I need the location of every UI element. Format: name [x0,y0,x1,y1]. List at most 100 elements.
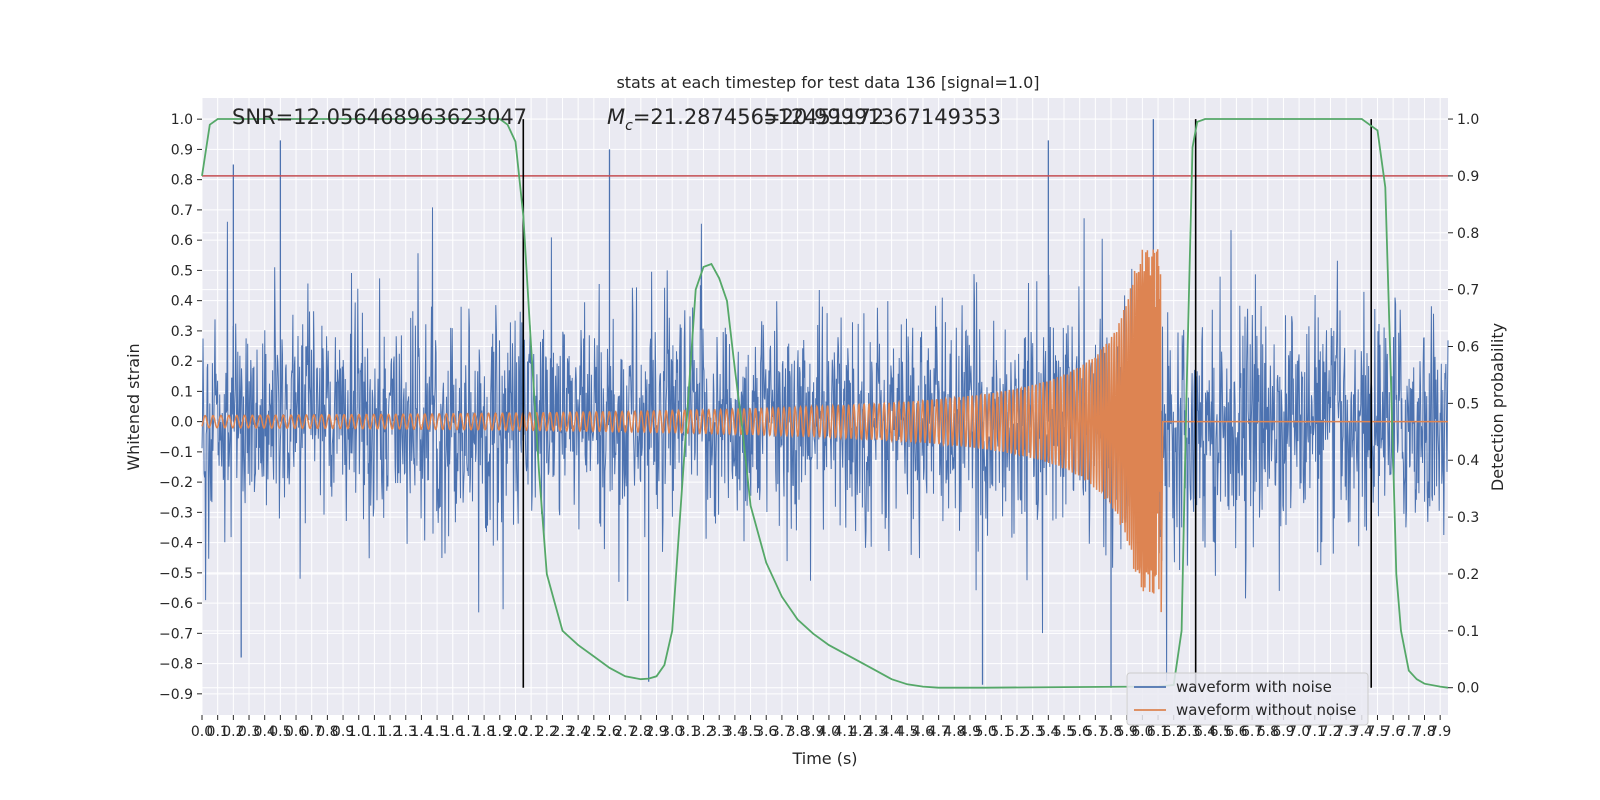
x-tick-label: 1.5 [426,724,448,740]
y-tick-label: 0.9 [171,142,193,158]
x-tick-label: 3.5 [739,724,761,740]
x-tick-label: 4.9 [959,724,981,740]
x-tick-label: 0.7 [301,724,323,740]
y2-tick-label: 1.0 [1457,112,1479,128]
x-tick-label: 7.4 [1351,724,1373,740]
y-tick-label: 0.8 [171,173,193,189]
x-tick-label: 0.2 [222,724,244,740]
x-tick-label: 1.2 [379,724,401,740]
series-waveform-without-noise [201,249,1448,613]
x-tick-label: 7.5 [1366,724,1388,740]
x-tick-label: 2.6 [598,724,620,740]
x-tick-label: 7.2 [1319,724,1341,740]
chirp-mass-annotation: Mc=21.287456512451172 [607,105,884,134]
noise-trace [201,207,1449,682]
x-axis-ticks: 0.00.10.20.30.40.50.60.70.80.91.01.11.21… [191,715,1451,740]
x-tick-label: 2.8 [630,724,652,740]
y-tick-label: −0.9 [159,687,193,703]
x-tick-label: 5.5 [1053,724,1075,740]
y-tick-label: −0.2 [159,475,193,491]
y2-tick-label: 0.2 [1457,567,1479,583]
x-tick-label: 4.2 [849,724,871,740]
y2-tick-label: 0.4 [1457,453,1479,469]
chart-title: stats at each timestep for test data 136… [616,73,1039,92]
x-tick-label: 7.6 [1382,724,1404,740]
x-tick-label: 1.9 [489,724,511,740]
x-tick-label: 1.4 [410,724,432,740]
y-tick-label: 1.0 [171,112,193,128]
x-tick-label: 6.6 [1225,724,1247,740]
x-tick-label: 7.7 [1398,724,1420,740]
y-tick-label: −0.7 [159,626,193,642]
y-tick-label: 0.0 [171,415,193,431]
y-tick-label: −0.6 [159,596,193,612]
y-tick-label: −0.8 [159,657,193,673]
x-tick-label: 0.1 [207,724,229,740]
x-tick-label: 7.0 [1288,724,1310,740]
x-tick-label: 2.3 [551,724,573,740]
x-tick-label: 6.2 [1163,724,1185,740]
x-tick-label: 7.9 [1429,724,1451,740]
y-axis-left-ticks: −0.9 −0.8 −0.7 −0.6 −0.5 −0.4 −0.3 −0.2 −0.1 0.0 0… [159,112,202,703]
y-tick-label: 0.3 [171,324,193,340]
x-tick-label: 4.6 [912,724,934,740]
x-tick-label: 0.3 [238,724,260,740]
x-tick-label: 7.3 [1335,724,1357,740]
x-tick-label: 2.5 [583,724,605,740]
x-tick-label: 3.2 [692,724,714,740]
x-tick-label: 4.4 [880,724,902,740]
series-detection-probability [201,118,1449,689]
x-tick-label: 6.5 [1210,724,1232,740]
x-tick-label: 0.4 [254,724,276,740]
legend-label-noise: waveform with noise [1176,678,1332,696]
y-tick-label: 0.1 [171,384,193,400]
legend: waveform with noise waveform without noi… [1126,672,1369,726]
overlapping-annotation: =20.99991367149353 [763,105,1001,129]
x-tick-label: 5.2 [1006,724,1028,740]
x-tick-label: 5.0 [975,724,997,740]
y2-tick-label: 0.6 [1457,340,1479,356]
plot-area [202,98,1448,715]
x-tick-label: 2.4 [567,724,589,740]
x-tick-label: 4.7 [927,724,949,740]
y2-tick-label: 0.0 [1457,681,1479,697]
y-tick-label: −0.3 [159,505,193,521]
x-tick-label: 6.3 [1178,724,1200,740]
x-tick-label: 6.7 [1241,724,1263,740]
y-tick-label: 0.4 [171,294,193,310]
x-tick-label: 0.9 [332,724,354,740]
y-axis-right-label: Detection probability [1488,323,1507,491]
x-tick-label: 6.0 [1131,724,1153,740]
y2-tick-label: 0.3 [1457,510,1479,526]
x-tick-label: 3.7 [771,724,793,740]
x-tick-label: 7.8 [1413,724,1435,740]
y-tick-label: −0.1 [159,445,193,461]
x-tick-label: 5.4 [1037,724,1059,740]
x-tick-label: 3.1 [677,724,699,740]
y-axis-left-label: Whitened strain [124,343,143,470]
x-tick-label: 5.9 [1116,724,1138,740]
x-tick-label: 3.9 [802,724,824,740]
snr-annotation: SNR=12.056468963623047 [232,105,527,129]
x-tick-label: 5.8 [1100,724,1122,740]
x-tick-label: 1.3 [395,724,417,740]
x-tick-label: 6.1 [1147,724,1169,740]
y2-tick-label: 0.9 [1457,169,1479,185]
y-tick-label: 0.7 [171,203,193,219]
x-tick-label: 3.6 [755,724,777,740]
y-axis-right-ticks: 0.0 0.1 0.2 0.3 0.4 0.5 0.6 0.7 0.8 0.9 1.0 [1448,112,1479,697]
x-tick-label: 4.5 [896,724,918,740]
x-tick-label: 2.1 [520,724,542,740]
x-tick-label: 7.1 [1304,724,1326,740]
y-tick-label: 0.2 [171,354,193,370]
x-tick-label: 0.6 [285,724,307,740]
x-tick-label: 2.9 [645,724,667,740]
x-tick-label: 4.3 [865,724,887,740]
x-tick-label: 5.3 [1022,724,1044,740]
x-tick-label: 5.1 [990,724,1012,740]
x-tick-label: 6.4 [1194,724,1216,740]
x-tick-label: 5.7 [1084,724,1106,740]
y2-tick-label: 0.7 [1457,283,1479,299]
x-tick-label: 3.0 [661,724,683,740]
